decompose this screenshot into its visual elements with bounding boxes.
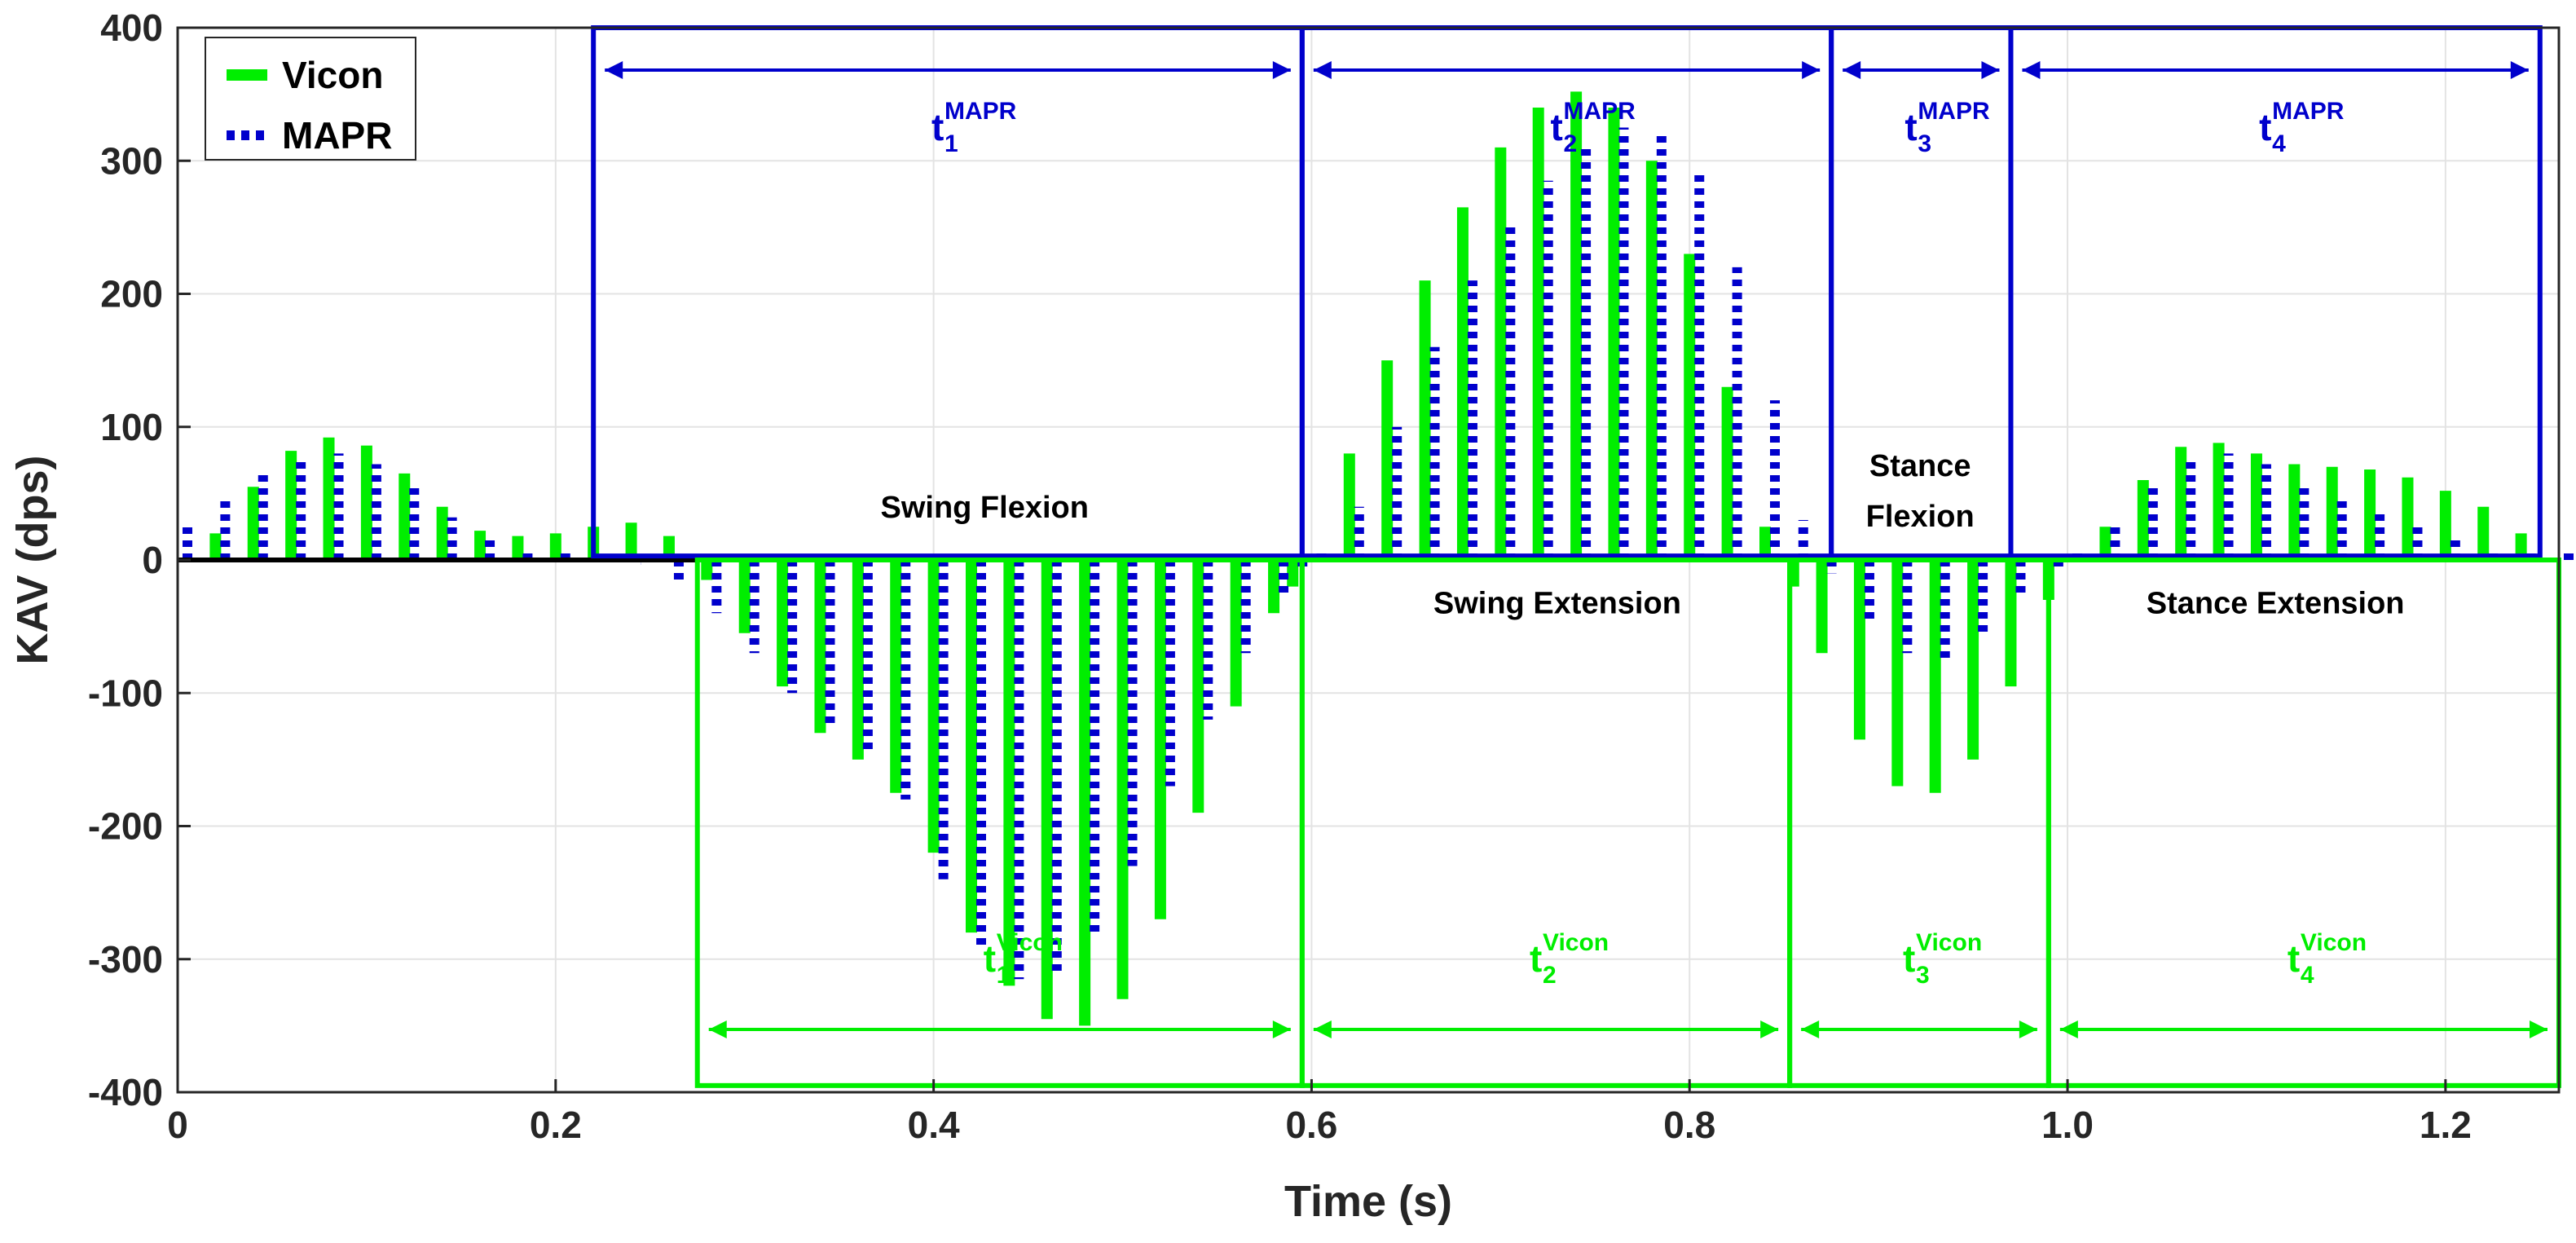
mapr-arrowhead-right-1 xyxy=(1272,61,1291,79)
vicon-duration-sup-4: Vicon xyxy=(2301,929,2367,956)
y-tick-label: -400 xyxy=(88,1071,163,1113)
y-tick-label: 200 xyxy=(100,273,163,315)
mapr-duration-sup-1: MAPR xyxy=(945,98,1017,125)
mapr-duration-label-2: t xyxy=(1551,106,1563,148)
phase-labels: Swing Flexion Swing Extension Stance Fle… xyxy=(880,449,2404,620)
mapr-arrowhead-right-2 xyxy=(1802,61,1821,79)
y-tick-label: 400 xyxy=(100,7,163,49)
vicon-duration-sub-4: 4 xyxy=(2301,962,2314,989)
y-axis-title: KAV (dps) xyxy=(8,456,57,665)
mapr-duration-sub-1: 1 xyxy=(945,130,958,157)
phase-label-stance-flexion-line1: Stance xyxy=(1869,449,1971,483)
y-tick-label: 0 xyxy=(142,539,163,581)
y-tick-label: -100 xyxy=(88,672,163,714)
mapr-series xyxy=(183,127,2574,980)
vicon-duration-sub-1: 1 xyxy=(997,962,1011,989)
phase-label-swing-flexion: Swing Flexion xyxy=(880,491,1088,525)
mapr-arrowhead-left-1 xyxy=(605,61,623,79)
mapr-arrowhead-right-3 xyxy=(1981,61,2000,79)
vicon-arrowhead-left-2 xyxy=(1313,1020,1332,1038)
vicon-arrowhead-left-1 xyxy=(708,1020,727,1038)
vicon-series xyxy=(209,91,2527,1026)
vicon-duration-label-3: t xyxy=(1903,937,1915,980)
y-tick-label: -300 xyxy=(88,938,163,981)
mapr-duration-sub-2: 2 xyxy=(1564,130,1578,157)
phase-label-stance-flexion-line2: Flexion xyxy=(1866,500,1975,534)
legend-box xyxy=(205,37,416,161)
x-tick-label: 0.6 xyxy=(1285,1104,1337,1146)
vicon-duration-label-2: t xyxy=(1530,937,1542,980)
x-tick-label: 0.8 xyxy=(1663,1104,1715,1146)
y-tick-label: 100 xyxy=(100,406,163,448)
legend-mapr-label: MAPR xyxy=(282,114,392,156)
y-axis-ticks: -400 -300 -200 -100 0 100 200 300 400 xyxy=(88,7,191,1113)
vicon-duration-label-1: t xyxy=(984,937,996,980)
vicon-duration-label-4: t xyxy=(2288,937,2300,980)
vicon-arrowhead-right-4 xyxy=(2530,1020,2547,1038)
mapr-arrowhead-left-3 xyxy=(1843,61,1861,79)
mapr-duration-sub-4: 4 xyxy=(2272,130,2286,157)
mapr-duration-sup-2: MAPR xyxy=(1564,98,1636,125)
mapr-duration-sub-3: 3 xyxy=(1918,130,1931,157)
legend-vicon-label: Vicon xyxy=(282,54,383,96)
legend: Vicon MAPR xyxy=(205,37,416,161)
mapr-duration-label-1: t xyxy=(931,106,944,148)
x-axis-ticks: 0 0.2 0.4 0.6 0.8 1.0 1.2 xyxy=(167,1079,2472,1146)
x-tick-label: 1.2 xyxy=(2420,1104,2472,1146)
mapr-duration-label-4: t xyxy=(2259,106,2271,148)
x-tick-label: 0.2 xyxy=(530,1104,582,1146)
vicon-arrowhead-left-3 xyxy=(1801,1020,1820,1038)
phase-label-stance-extension: Stance Extension xyxy=(2147,586,2405,620)
mapr-arrowhead-left-2 xyxy=(1313,61,1332,79)
vicon-arrowhead-right-1 xyxy=(1272,1020,1291,1038)
vicon-duration-sup-3: Vicon xyxy=(1916,929,1982,956)
x-axis-title: Time (s) xyxy=(1284,1177,1452,1226)
phase-label-swing-extension: Swing Extension xyxy=(1433,586,1681,620)
x-tick-label: 1.0 xyxy=(2041,1104,2094,1146)
x-tick-label: 0.4 xyxy=(908,1104,960,1146)
y-tick-label: -200 xyxy=(88,805,163,848)
vicon-duration-sub-3: 3 xyxy=(1916,962,1930,989)
vicon-duration-sup-1: Vicon xyxy=(997,929,1063,956)
mapr-duration-sup-3: MAPR xyxy=(1918,98,1990,125)
vicon-arrowhead-right-3 xyxy=(2019,1020,2037,1038)
vicon-duration-sub-2: 2 xyxy=(1543,962,1557,989)
mapr-duration-sup-4: MAPR xyxy=(2272,98,2345,125)
vicon-arrowhead-right-2 xyxy=(1760,1020,1779,1038)
mapr-arrowhead-left-4 xyxy=(2022,61,2041,79)
vicon-arrowhead-left-4 xyxy=(2059,1020,2078,1038)
x-tick-label: 0 xyxy=(167,1104,188,1146)
vicon-duration-sup-2: Vicon xyxy=(1543,929,1609,956)
mapr-duration-label-3: t xyxy=(1904,106,1917,148)
y-tick-label: 300 xyxy=(100,139,163,182)
mapr-arrowhead-right-4 xyxy=(2510,61,2529,79)
